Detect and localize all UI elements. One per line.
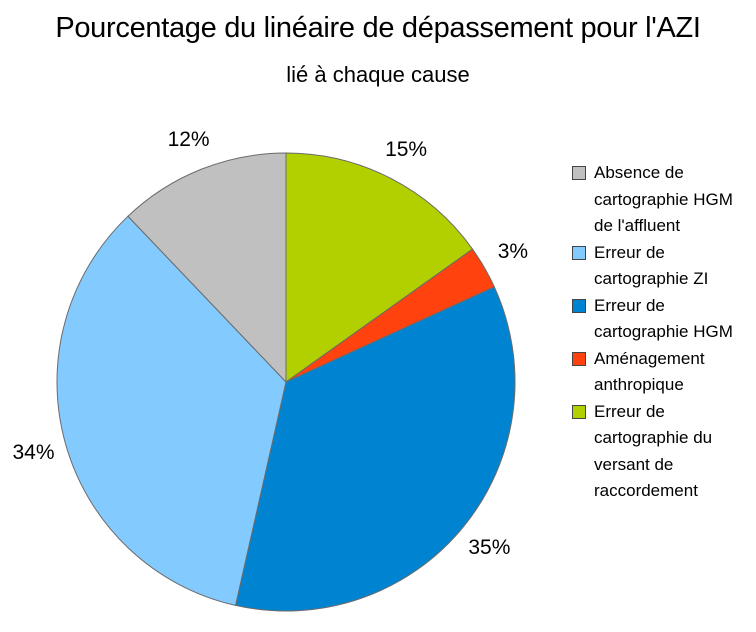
slice-value-label: 15%	[385, 138, 427, 161]
legend-label: Erreur de cartographie ZI	[594, 242, 709, 289]
legend-label: Erreur de cartographie HGM	[594, 295, 733, 342]
slice-value-label: 12%	[168, 128, 210, 151]
pie-slice-3	[234, 286, 516, 612]
chart-title: Pourcentage du linéaire de dépassement p…	[55, 12, 701, 44]
legend-item: Erreur de cartographie HGM	[568, 293, 756, 346]
slice-value-label: 34%	[12, 441, 54, 464]
pie-slice-4	[56, 215, 287, 606]
legend-item: Erreur de cartographie ZI	[568, 240, 756, 293]
legend-item: Erreur de cartographie du versant de rac…	[568, 399, 756, 505]
pie-slice-1	[285, 152, 474, 383]
pie-slice-5	[127, 152, 287, 384]
legend-swatch	[572, 298, 586, 313]
legend-swatch	[572, 245, 586, 260]
legend-label: Aménagement anthropique	[594, 348, 705, 395]
legend-swatch	[572, 351, 586, 366]
legend-swatch	[572, 166, 586, 180]
legend-item: Aménagement anthropique	[568, 346, 756, 399]
slice-value-label: 3%	[498, 240, 528, 263]
legend: Absence de cartographie HGM de l'affluen…	[568, 160, 756, 505]
legend-item: Absence de cartographie HGM de l'affluen…	[568, 160, 756, 240]
legend-label: Erreur de cartographie du versant de rac…	[594, 401, 713, 501]
legend-swatch	[572, 404, 586, 419]
chart-subtitle: lié à chaque cause	[286, 62, 470, 87]
slice-value-label: 35%	[468, 536, 510, 559]
legend-label: Absence de cartographie HGM de l'affluen…	[594, 163, 733, 235]
